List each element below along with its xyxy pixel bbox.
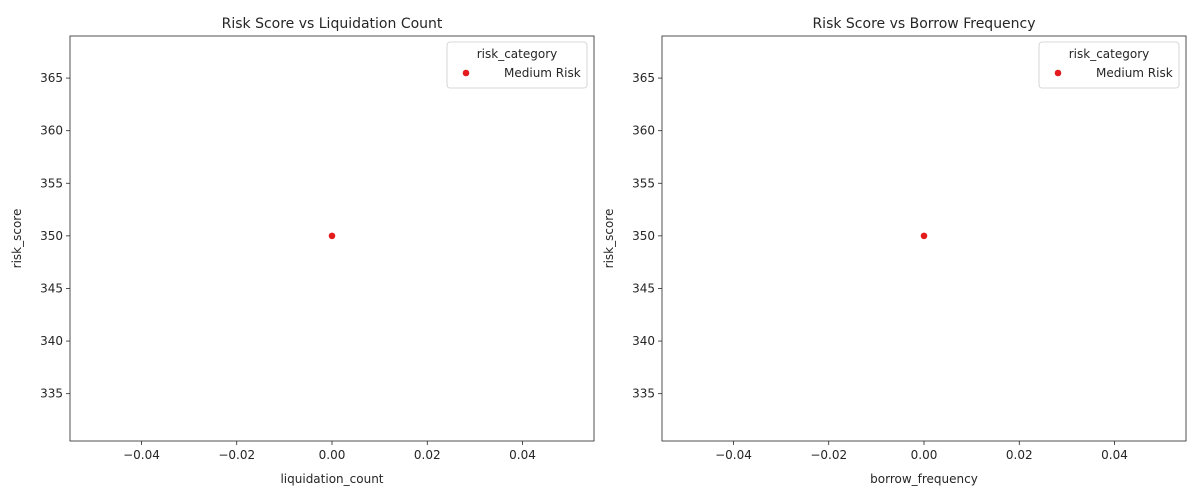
y-tick-label: 365 [40,71,63,85]
y-tick-label: 335 [632,387,655,401]
x-tick-label: −0.02 [810,448,847,462]
y-tick-label: 340 [632,334,655,348]
y-tick-label: 345 [632,281,655,295]
y-tick-label: 355 [40,176,63,190]
y-axis-label: risk_score [602,209,616,269]
x-tick-label: 0.04 [1101,448,1128,462]
chart-title: Risk Score vs Liquidation Count [222,16,443,32]
y-axis-label: risk_score [10,209,24,269]
legend-box [446,41,588,89]
y-tick-label: 365 [632,71,655,85]
y-tick-label: 350 [40,229,63,243]
x-tick-label: 0.00 [319,448,346,462]
legend-marker [462,69,470,77]
legend-label: Medium Risk [1096,66,1173,80]
x-axis-label: borrow_frequency [870,472,978,486]
x-tick-label: 0.00 [911,448,938,462]
legend-marker [1054,69,1062,77]
y-tick-label: 360 [632,124,655,138]
y-tick-label: 340 [40,334,63,348]
x-tick-label: 0.02 [414,448,441,462]
legend-title: risk_category [477,47,558,61]
legend: risk_category Medium Risk [1038,41,1180,89]
y-tick-label: 355 [632,176,655,190]
data-point [920,231,928,240]
axes-frame [661,35,1187,442]
data-point [328,231,336,240]
x-axis-label: liquidation_count [280,472,383,486]
legend-title: risk_category [1069,47,1150,61]
x-tick-label: 0.02 [1006,448,1033,462]
chart-panel-2: Risk Score vs Borrow Frequency −0.04 −0.02… [602,16,1187,486]
y-tick-label: 360 [40,124,63,138]
chart-panel-1: Risk Score vs Liquidation Count −0.04 −0.0… [10,16,595,486]
axes-frame [69,35,595,442]
x-tick-label: −0.04 [715,448,752,462]
chart-title: Risk Score vs Borrow Frequency [812,16,1035,32]
y-tick-label: 345 [40,281,63,295]
y-tick-label: 335 [40,387,63,401]
legend-label: Medium Risk [504,66,581,80]
y-tick-label: 350 [632,229,655,243]
legend-box [1038,41,1180,89]
x-tick-label: −0.02 [218,448,255,462]
legend: risk_category Medium Risk [446,41,588,89]
x-tick-label: 0.04 [509,448,536,462]
x-tick-label: −0.04 [123,448,160,462]
